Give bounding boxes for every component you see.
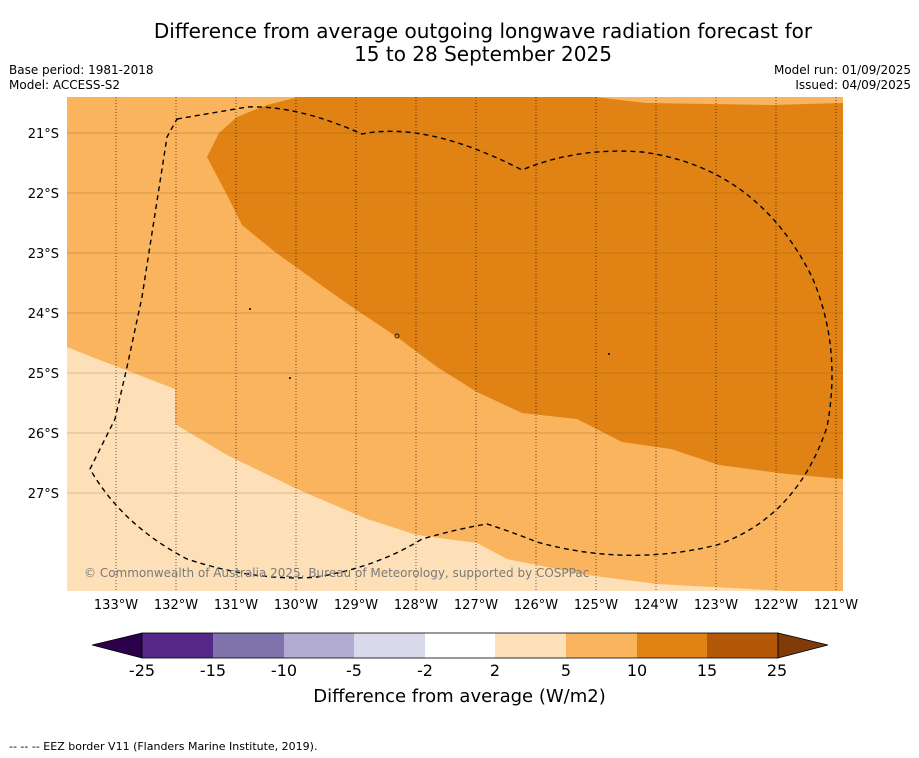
- island-marker: [289, 377, 291, 379]
- map-svg: [67, 97, 843, 591]
- colorbar-tick: -5: [346, 661, 362, 680]
- colorbar-label: Difference from average (W/m2): [313, 686, 606, 707]
- lat-label: 26°S: [27, 427, 59, 442]
- lon-label: 122°W: [753, 598, 799, 613]
- lon-label: 129°W: [333, 598, 379, 613]
- colorbar-tick: 5: [560, 661, 572, 680]
- colorbar-segment: [213, 633, 284, 658]
- colorbar-segment: [425, 633, 495, 658]
- lon-label: 131°W: [213, 598, 259, 613]
- colorbar-tick: -25: [128, 661, 156, 680]
- lat-label: 21°S: [27, 127, 59, 142]
- colorbar-tick: 25: [766, 661, 788, 680]
- colorbar-tick: 2: [489, 661, 501, 680]
- meta-left: Base period: 1981-2018 Model: ACCESS-S2: [9, 63, 154, 93]
- island-marker: [394, 333, 400, 339]
- forecast-map: [67, 97, 843, 591]
- model-run: Model run: 01/09/2025: [773, 63, 911, 77]
- lon-label: 126°W: [513, 598, 559, 613]
- colorbar-tick: -15: [199, 661, 227, 680]
- colorbar-segment: [637, 633, 707, 658]
- lat-lines: [67, 132, 843, 494]
- eez-border: [89, 106, 833, 579]
- colorbar-tick: 15: [696, 661, 718, 680]
- island-marker: [249, 308, 251, 310]
- lon-label: 124°W: [633, 598, 679, 613]
- lon-label: 130°W: [273, 598, 319, 613]
- issued-date: Issued: 04/09/2025: [795, 78, 911, 92]
- lon-label: 127°W: [453, 598, 499, 613]
- title-line-2: 15 to 28 September 2025: [354, 42, 612, 66]
- lon-label: 125°W: [573, 598, 619, 613]
- copyright-notice: © Commonwealth of Australia 2025, Bureau…: [84, 566, 590, 580]
- colorbar-svg: [91, 632, 829, 659]
- colorbar-extend-low: [91, 632, 143, 659]
- lon-label: 128°W: [393, 598, 439, 613]
- lon-label: 123°W: [693, 598, 739, 613]
- colorbar-tick: 10: [626, 661, 648, 680]
- colorbar-segment: [354, 633, 425, 658]
- colorbar-segment: [495, 633, 566, 658]
- chart-title: Difference from average outgoing longwav…: [0, 20, 919, 66]
- base-period: Base period: 1981-2018: [9, 63, 154, 77]
- lat-label: 22°S: [27, 187, 59, 202]
- eez-footnote: -- -- -- EEZ border V11 (Flanders Marine…: [9, 740, 318, 753]
- model-name: Model: ACCESS-S2: [9, 78, 121, 92]
- colorbar-segment: [142, 633, 213, 658]
- colorbar: [91, 632, 830, 666]
- colorbar-extend-high: [777, 632, 829, 659]
- lat-label: 27°S: [27, 487, 59, 502]
- lat-label: 23°S: [27, 247, 59, 262]
- lon-label: 132°W: [153, 598, 199, 613]
- colorbar-segment: [284, 633, 354, 658]
- colorbar-segment: [566, 633, 637, 658]
- lat-label: 25°S: [27, 367, 59, 382]
- graticule: [115, 97, 837, 591]
- lat-label: 24°S: [27, 307, 59, 322]
- zone-2-to-5: [67, 347, 787, 591]
- island-marker: [608, 353, 610, 355]
- colorbar-tick: -2: [417, 661, 433, 680]
- lon-label: 133°W: [93, 598, 139, 613]
- title-line-1: Difference from average outgoing longwav…: [153, 19, 813, 43]
- zone-top-strip: [595, 97, 843, 105]
- meta-right: Model run: 01/09/2025 Issued: 04/09/2025: [774, 63, 911, 93]
- lon-label: 121°W: [813, 598, 859, 613]
- colorbar-segment: [707, 633, 778, 658]
- zone-10-to-15: [207, 97, 843, 479]
- colorbar-tick: -10: [270, 661, 298, 680]
